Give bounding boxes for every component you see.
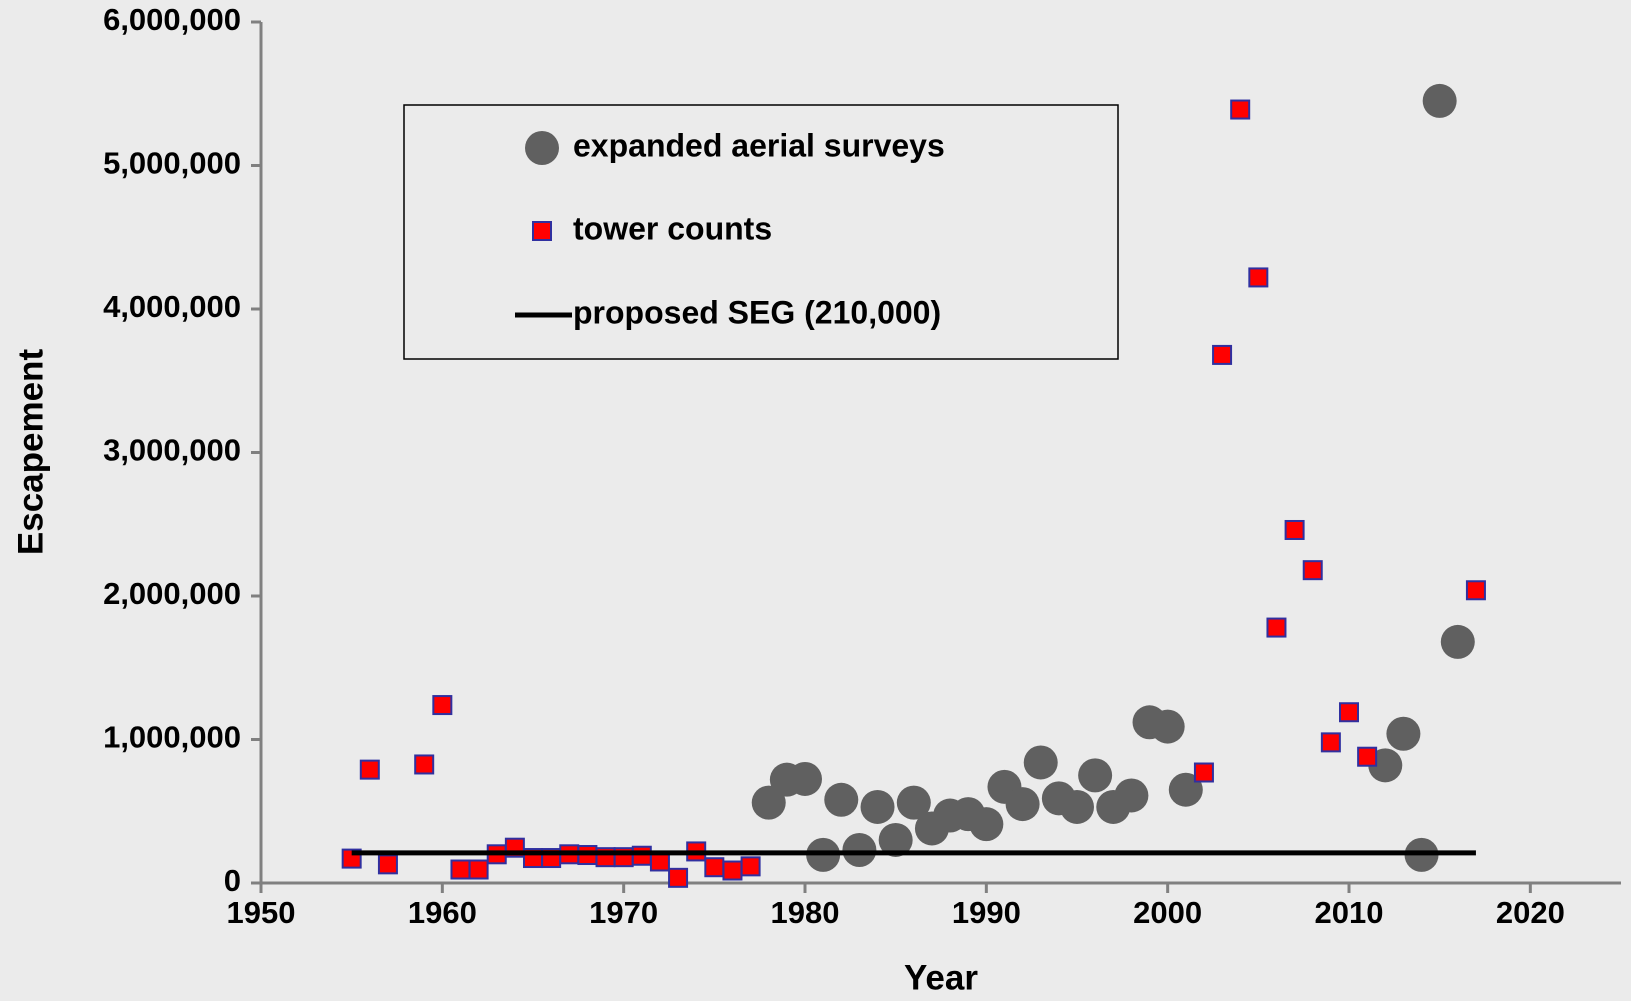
data-point [1023, 745, 1058, 780]
x-tick-label: 2010 [1315, 895, 1384, 930]
data-point [377, 854, 398, 875]
data-point [1357, 746, 1378, 767]
x-axis-title: Year [904, 958, 978, 997]
data-point [860, 789, 895, 824]
data-point [1320, 732, 1341, 753]
data-point [704, 857, 725, 878]
data-point [751, 785, 786, 820]
y-tick-label: 4,000,000 [103, 289, 241, 324]
data-point [1114, 778, 1149, 813]
data-point [432, 695, 453, 716]
y-tick-label: 1,000,000 [103, 720, 241, 755]
x-tick-label: 1970 [589, 895, 658, 930]
data-point [1302, 560, 1323, 581]
data-point [969, 807, 1004, 842]
data-point [896, 785, 931, 820]
legend-label: tower counts [573, 210, 772, 246]
y-tick-label: 5,000,000 [103, 146, 241, 181]
x-tick-label: 2020 [1496, 895, 1565, 930]
x-tick-label: 1950 [227, 895, 296, 930]
data-point [1440, 624, 1475, 659]
data-point [788, 761, 822, 796]
data-point [722, 860, 743, 881]
data-point [1005, 787, 1040, 822]
data-point [359, 759, 380, 780]
data-point [1386, 716, 1421, 751]
data-point [1060, 789, 1094, 824]
data-point [1078, 758, 1113, 793]
data-point [824, 782, 859, 817]
y-tick-label: 6,000,000 [103, 2, 241, 37]
data-point [1248, 267, 1269, 288]
data-point [468, 859, 489, 880]
data-point [842, 832, 877, 867]
data-point [668, 867, 689, 888]
data-point [1230, 99, 1251, 120]
x-tick-label: 2000 [1133, 895, 1202, 930]
legend-label: proposed SEG (210,000) [573, 294, 941, 330]
data-point [1212, 344, 1233, 365]
data-point [631, 845, 652, 866]
legend-label: expanded aerial surveys [573, 127, 945, 163]
data-point [1266, 617, 1287, 638]
x-tick-label: 1980 [771, 895, 840, 930]
data-point [878, 822, 913, 857]
data-point [450, 859, 471, 880]
y-tick-label: 2,000,000 [103, 576, 241, 611]
data-point [1422, 83, 1457, 118]
data-point [414, 754, 435, 775]
data-point [740, 856, 761, 877]
y-tick-label: 0 [224, 863, 241, 898]
data-point [1284, 519, 1305, 540]
legend-marker [532, 221, 552, 241]
x-tick-label: 1960 [408, 895, 477, 930]
y-tick-label: 3,000,000 [103, 433, 241, 468]
legend-marker [525, 131, 559, 165]
data-point [1193, 762, 1214, 783]
x-tick-label: 1990 [952, 895, 1021, 930]
y-axis-title: Escapement [11, 349, 50, 556]
data-point [1150, 709, 1185, 744]
data-point [1339, 702, 1359, 723]
data-point [1465, 580, 1486, 601]
